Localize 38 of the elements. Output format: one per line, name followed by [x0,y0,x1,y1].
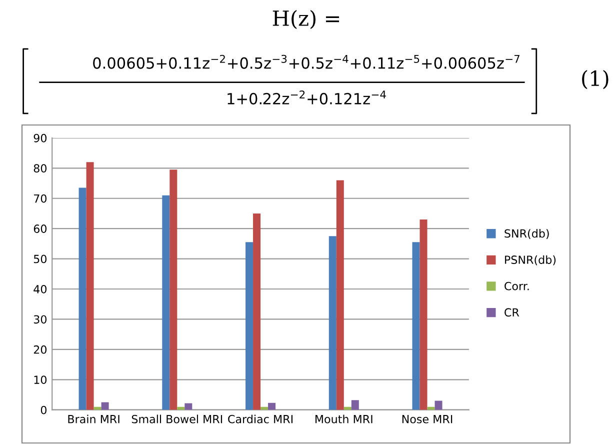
bar [420,220,428,410]
bar [162,195,170,410]
y-tick-label: 0 [40,406,47,414]
bar [434,400,442,410]
bar [336,180,344,410]
bar [246,242,254,410]
bar [328,236,336,410]
y-tick-label: 80 [34,164,47,173]
text: H(z) = [272,10,340,30]
bar [412,242,420,410]
text: 1+0.22z$^{−2}$+0.121z$^{−4}$ [228,90,386,104]
y-tick-label: 50 [34,254,47,264]
bar [253,213,261,410]
x-tick-label: Brain MRI [68,414,120,424]
legend-label: SNR(db) [504,229,549,239]
text: (1) [582,70,608,90]
y-tick-label: 40 [34,284,47,294]
bar [351,400,359,410]
legend-label: CR [504,308,520,317]
bar [86,162,94,410]
legend-label: PSNR(db) [505,255,556,266]
y-tick-label: 10 [34,376,47,384]
x-tick-label: Cardiac MRI [228,414,292,424]
bar [78,188,86,410]
bar [170,170,178,410]
y-tick-label: 30 [34,315,47,324]
y-tick-label: 60 [34,224,47,233]
y-tick-label: 90 [34,134,47,142]
x-tick-label: Mouth MRI [316,414,372,424]
legend-label: Corr. [504,282,529,290]
bar [101,402,109,410]
y-tick-label: 70 [34,194,47,203]
x-tick-label: Small Bowel MRI [132,414,222,424]
text: 0.00605+0.11z$^{−2}$+0.5z$^{−3}$+0.5z$^{−4}$+0.11z$^{−5}$+0.00605z$^{−7}$ [93,54,520,69]
y-tick-label: 20 [34,345,47,354]
x-tick-label: Nose MRI [402,415,452,424]
bar [184,403,192,410]
bar [268,402,276,410]
